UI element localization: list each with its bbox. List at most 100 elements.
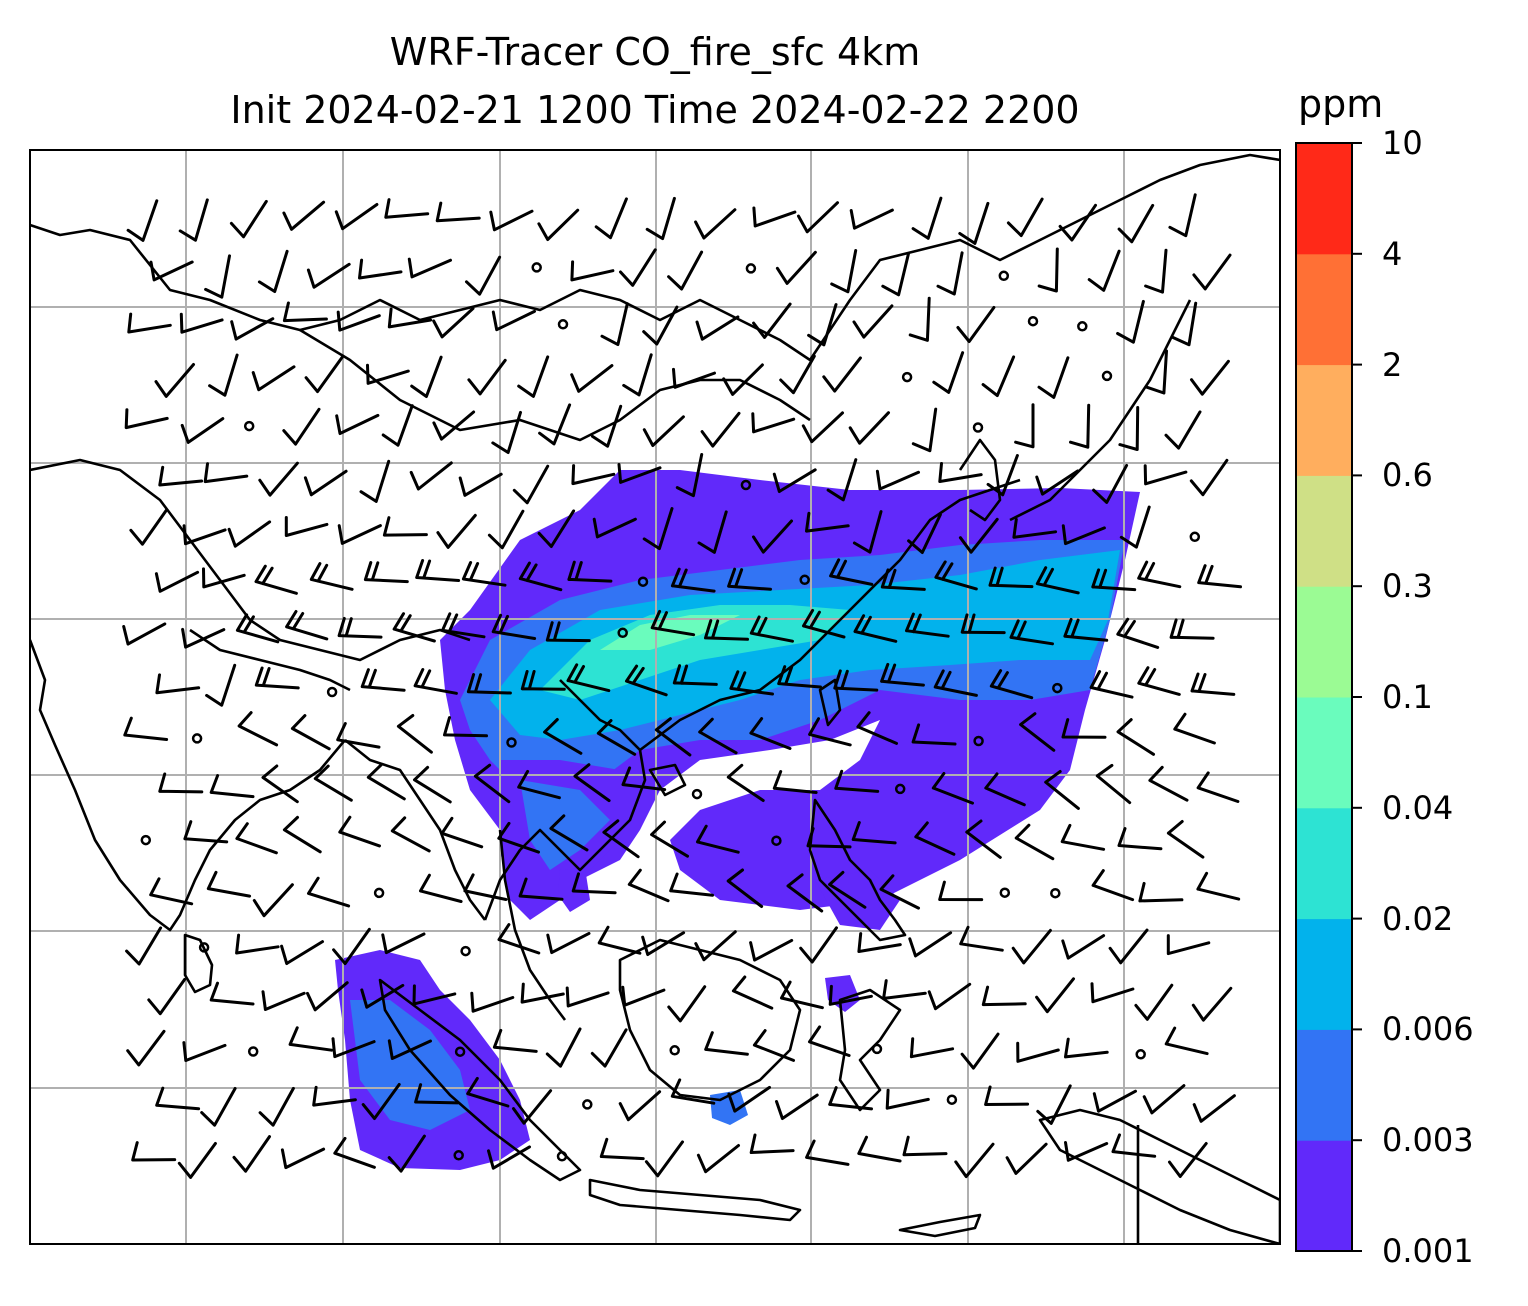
wind-barb — [258, 1086, 295, 1127]
wind-calm-circle — [740, 479, 752, 491]
wind-barb — [727, 1085, 771, 1113]
wind-barb — [566, 663, 611, 693]
wind-barb — [407, 257, 452, 279]
wind-barb — [154, 363, 195, 398]
wind-barb — [936, 251, 964, 296]
wind-barb — [358, 258, 403, 280]
wind-barb — [1016, 1041, 1060, 1063]
colorbar-tick-label: 0.04 — [1382, 788, 1454, 827]
wind-barb — [1060, 823, 1106, 851]
wind-barb — [306, 981, 349, 1012]
malay-peninsula — [498, 829, 567, 1021]
wind-barb — [1037, 356, 1070, 399]
wind-barb — [1116, 617, 1160, 649]
wind-barb — [123, 716, 169, 741]
wind-barb — [458, 472, 503, 497]
wind-calm-circle — [1052, 682, 1063, 694]
wind-barb — [958, 517, 999, 554]
wind-barb — [419, 873, 463, 903]
wind-barb — [654, 717, 692, 757]
wind-barb — [331, 1037, 376, 1059]
wind-barb — [828, 1086, 873, 1111]
wind-barb — [538, 403, 572, 446]
wind-barb — [1191, 986, 1233, 1022]
wind-barb — [695, 315, 740, 341]
wind-barb — [396, 714, 433, 754]
wind-barb — [834, 769, 880, 793]
wind-barb — [752, 206, 797, 228]
wind-barb — [466, 1076, 510, 1108]
wind-barb — [1011, 928, 1052, 965]
wind-calm-circle — [771, 835, 782, 846]
plume-philippines-blob — [815, 870, 900, 930]
wind-barb — [775, 250, 817, 285]
wind-barb — [497, 923, 541, 955]
colorbar-segment — [1296, 143, 1352, 255]
wind-barb — [704, 1031, 749, 1056]
wind-barb — [491, 309, 536, 332]
wind-barb — [642, 507, 674, 551]
wind-barb — [596, 719, 637, 756]
wind-barb — [290, 714, 331, 751]
wind-barb — [1142, 1084, 1186, 1115]
wind-barb — [337, 524, 382, 545]
wind-barb — [931, 772, 974, 805]
wind-barb — [879, 874, 920, 910]
wind-barb — [672, 664, 718, 686]
wind-barb — [1108, 928, 1149, 965]
wind-barb — [600, 302, 629, 347]
wind-calm-circle — [1135, 1049, 1146, 1060]
wind-barb — [1116, 299, 1145, 344]
wind-barb — [1092, 1089, 1137, 1113]
plume-north-04 — [540, 605, 850, 700]
wind-barb — [258, 461, 299, 497]
wind-barb — [466, 673, 512, 695]
wind-barb — [672, 367, 716, 389]
wind-barb — [704, 619, 749, 641]
wind-barb — [280, 940, 324, 965]
wind-barb — [387, 1134, 426, 1173]
wind-barb — [567, 560, 613, 583]
wind-barb — [229, 199, 268, 239]
wind-barb — [261, 764, 299, 804]
wind-barb — [1036, 1084, 1072, 1125]
wind-barb — [806, 827, 852, 849]
wind-barb — [309, 562, 354, 591]
hainan — [648, 763, 687, 797]
wind-barb — [182, 1041, 227, 1062]
wind-barb — [414, 1083, 460, 1105]
wind-barb — [801, 411, 844, 444]
wind-barb — [336, 722, 381, 749]
wind-barb — [415, 559, 461, 582]
colorbar-tick-label: 0.1 — [1382, 678, 1433, 716]
wind-barb — [1190, 672, 1236, 696]
wind-calm-circle — [326, 686, 338, 698]
wind-barb — [775, 1093, 819, 1120]
wind-barb — [1189, 458, 1229, 497]
wind-barb — [382, 516, 428, 537]
wind-barb — [934, 560, 978, 591]
wind-barb — [618, 1090, 662, 1122]
wind-barb — [1190, 359, 1230, 396]
wind-barb — [1171, 301, 1198, 347]
wind-barb — [129, 508, 169, 546]
colorbar-tick-label: 2 — [1382, 345, 1403, 384]
wind-barb — [954, 1142, 995, 1179]
wind-barb — [984, 772, 1026, 807]
wind-barb — [520, 982, 565, 1004]
wind-calm-circle — [1189, 531, 1201, 543]
wind-barb — [938, 462, 983, 483]
plume-north-1 — [600, 615, 740, 650]
wind-barb — [807, 303, 838, 347]
wind-barb — [381, 932, 426, 955]
wind-barb — [694, 208, 737, 240]
wind-barb — [1116, 718, 1155, 756]
wind-barb — [777, 665, 822, 689]
wind-barb — [590, 1028, 628, 1068]
wind-barb — [237, 711, 279, 747]
wind-barb — [261, 990, 306, 1011]
colorbar-segment — [1296, 807, 1352, 920]
wind-barb — [752, 302, 792, 339]
wind-barb — [361, 1083, 401, 1120]
wind-barb — [749, 1133, 795, 1154]
